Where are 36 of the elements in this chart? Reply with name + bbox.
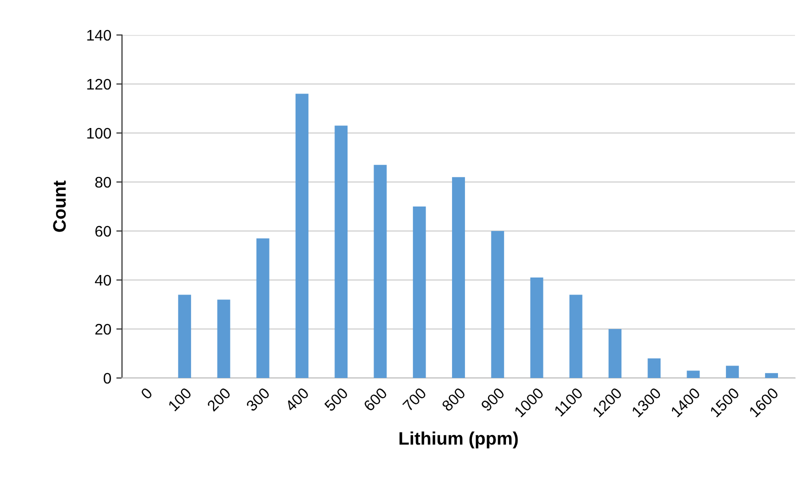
x-tick-label: 200 (206, 387, 232, 412)
x-tick-label: 300 (246, 387, 270, 412)
bar (648, 358, 661, 378)
y-tick-label: 100 (87, 128, 111, 139)
x-tick-label: 100 (168, 387, 192, 412)
x-tick-label: 500 (324, 387, 349, 412)
bar (217, 300, 230, 378)
y-tick-label: 0 (104, 372, 111, 384)
bar (178, 294, 192, 378)
y-tick-label: 80 (95, 176, 111, 188)
x-axis-title: Lithium (ppm) (400, 432, 518, 448)
x-tick-label: 900 (480, 387, 506, 412)
bar (296, 94, 308, 378)
bar (569, 294, 582, 378)
bar (256, 238, 270, 378)
bar (491, 231, 504, 378)
bar (374, 164, 387, 378)
bar (334, 126, 348, 378)
x-tick-label: 0 (140, 387, 153, 400)
x-tick-label: 800 (441, 387, 466, 412)
bar (686, 370, 700, 378)
bar (412, 206, 426, 378)
y-tick-label: 40 (94, 274, 111, 286)
bar (765, 373, 778, 378)
bar (608, 329, 622, 378)
x-tick-label: 600 (363, 387, 388, 412)
x-tick-label: 700 (402, 387, 427, 412)
y-axis-title: Count (53, 180, 66, 232)
bar (452, 177, 465, 378)
y-tick-label: 20 (95, 324, 111, 335)
x-tick-label: 400 (284, 387, 310, 412)
y-tick-label: 120 (87, 78, 111, 90)
bar (726, 366, 739, 378)
y-tick-label: 140 (87, 30, 111, 41)
y-tick-label: 60 (95, 226, 111, 237)
bar (530, 278, 544, 378)
